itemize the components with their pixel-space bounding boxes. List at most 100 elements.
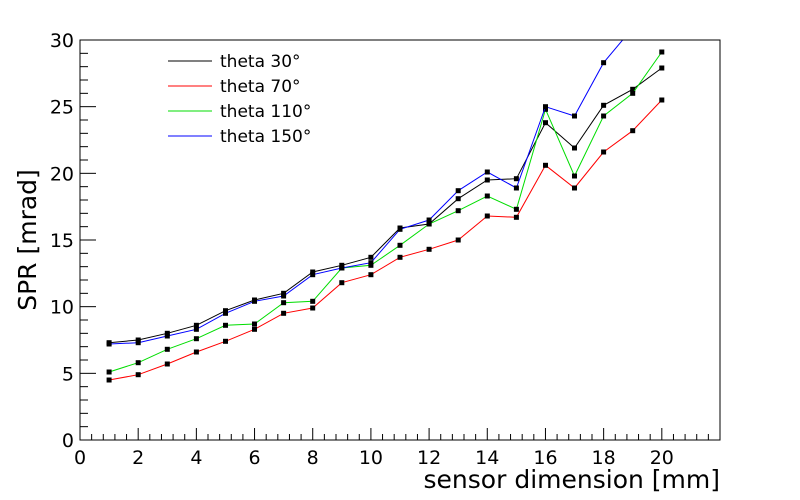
y-tick-label: 25 bbox=[50, 97, 74, 119]
data-point bbox=[543, 106, 548, 112]
series-3 bbox=[106, 49, 665, 375]
data-point bbox=[368, 260, 374, 266]
legend-entry-3: theta 110° bbox=[168, 102, 311, 122]
data-point bbox=[339, 280, 345, 286]
data-point bbox=[484, 193, 490, 199]
data-point bbox=[455, 208, 461, 214]
x-tick-label: 2 bbox=[132, 447, 144, 469]
y-tick-label: 20 bbox=[50, 163, 74, 185]
data-point bbox=[106, 369, 112, 375]
data-point bbox=[397, 254, 403, 260]
data-point bbox=[193, 326, 199, 332]
data-point bbox=[484, 177, 490, 183]
data-point bbox=[223, 310, 228, 316]
y-tick-label: 30 bbox=[50, 30, 74, 52]
data-point bbox=[281, 290, 287, 296]
x-tick-label: 10 bbox=[359, 447, 383, 469]
data-point bbox=[252, 321, 257, 327]
legend-label: theta 110° bbox=[220, 102, 311, 122]
data-point bbox=[135, 340, 141, 346]
data-point bbox=[164, 346, 170, 352]
data-point bbox=[223, 322, 228, 328]
series-line-3 bbox=[108, 51, 663, 373]
x-tick-label: 20 bbox=[650, 447, 674, 469]
data-point bbox=[252, 326, 257, 332]
data-point bbox=[281, 310, 287, 316]
data-point bbox=[630, 90, 636, 96]
data-point bbox=[281, 300, 287, 306]
data-point bbox=[339, 262, 345, 268]
legend-label: theta 30° bbox=[220, 52, 301, 72]
legend-entry-4: theta 150° bbox=[168, 127, 311, 147]
series-2 bbox=[106, 97, 665, 383]
y-tick-label: 0 bbox=[62, 430, 74, 452]
data-point bbox=[426, 217, 432, 223]
data-point bbox=[223, 308, 228, 314]
data-point bbox=[310, 269, 316, 275]
data-point bbox=[572, 173, 577, 179]
data-point bbox=[310, 298, 316, 304]
data-point bbox=[164, 330, 170, 336]
x-tick-label: 14 bbox=[475, 447, 499, 469]
y-tick-label: 10 bbox=[50, 297, 74, 319]
data-point bbox=[368, 254, 374, 260]
data-point bbox=[135, 337, 141, 343]
data-point bbox=[513, 185, 519, 191]
data-point bbox=[339, 265, 345, 271]
data-point bbox=[572, 145, 577, 151]
data-point bbox=[601, 102, 607, 108]
x-tick-label: 6 bbox=[248, 447, 260, 469]
data-point bbox=[601, 60, 607, 66]
x-tick-label: 0 bbox=[74, 447, 86, 469]
data-point bbox=[397, 242, 403, 248]
data-point bbox=[484, 213, 490, 219]
x-tick-label: 18 bbox=[592, 447, 616, 469]
legend-entry-1: theta 30° bbox=[168, 52, 301, 72]
y-tick-label: 5 bbox=[62, 363, 74, 385]
data-point bbox=[601, 149, 607, 155]
data-point bbox=[455, 188, 461, 194]
data-point bbox=[368, 262, 374, 268]
data-point bbox=[513, 214, 519, 220]
data-point bbox=[310, 272, 316, 278]
x-tick-label: 12 bbox=[417, 447, 441, 469]
data-point bbox=[426, 221, 432, 227]
series-4 bbox=[106, 40, 624, 347]
x-tick-label: 16 bbox=[533, 447, 557, 469]
data-point bbox=[193, 349, 199, 355]
y-tick-label: 15 bbox=[50, 230, 74, 252]
x-tick-label: 4 bbox=[190, 447, 202, 469]
data-point bbox=[135, 372, 141, 378]
data-point bbox=[164, 333, 170, 339]
data-point bbox=[513, 206, 519, 212]
data-point bbox=[455, 196, 461, 202]
data-point bbox=[572, 185, 577, 191]
data-point bbox=[426, 246, 432, 252]
data-point bbox=[543, 104, 548, 110]
data-point bbox=[193, 336, 199, 342]
data-point bbox=[659, 65, 665, 71]
legend-label: theta 150° bbox=[220, 127, 311, 147]
data-point bbox=[281, 293, 287, 299]
data-point bbox=[630, 86, 636, 92]
x-tick-label: 8 bbox=[307, 447, 319, 469]
data-point bbox=[106, 341, 112, 347]
data-point bbox=[543, 120, 548, 126]
data-point bbox=[630, 128, 636, 134]
data-point bbox=[223, 338, 228, 344]
data-point bbox=[252, 298, 257, 304]
data-point bbox=[368, 272, 374, 278]
data-point bbox=[193, 322, 199, 328]
y-axis-title: SPR [mrad] bbox=[13, 169, 42, 311]
series-line-1 bbox=[109, 67, 663, 344]
data-point bbox=[397, 226, 403, 232]
data-point bbox=[164, 361, 170, 367]
data-point bbox=[572, 113, 577, 119]
data-point bbox=[543, 162, 548, 168]
data-point bbox=[310, 305, 316, 311]
legend-entry-2: theta 70° bbox=[168, 77, 301, 97]
x-axis-title: sensor dimension [mm] bbox=[424, 465, 720, 494]
series-line-2 bbox=[109, 99, 663, 381]
